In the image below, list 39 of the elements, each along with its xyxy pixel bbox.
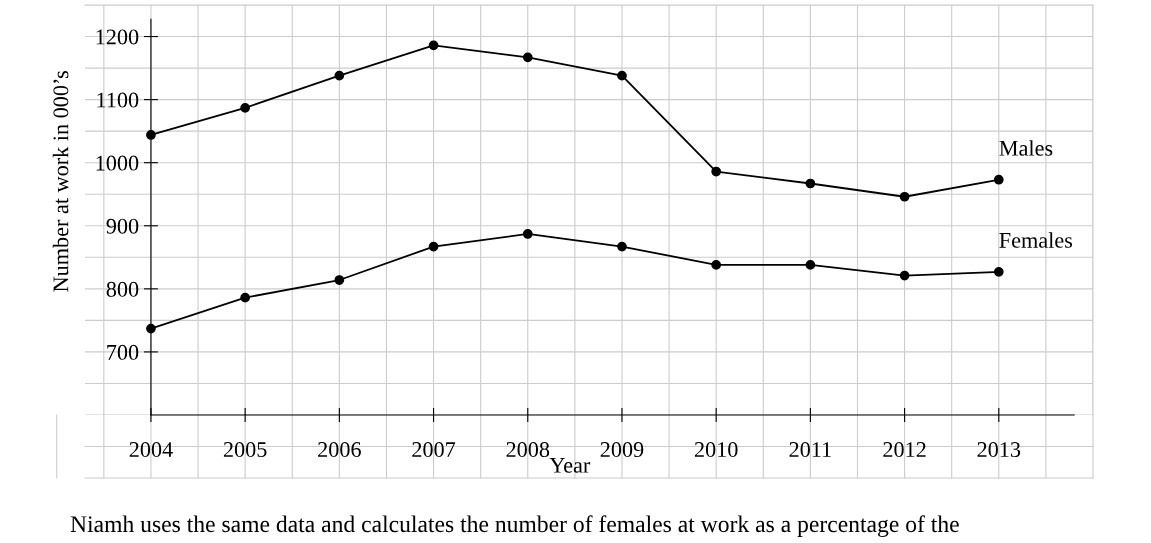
point [711,260,722,270]
point [334,70,345,81]
point [522,52,533,63]
x-tick-label: 2010 [694,442,738,458]
series-label: Females [999,232,1073,248]
point [805,260,816,270]
x-tick-label: 2012 [883,442,926,458]
y-tick-label: 700 [107,344,139,360]
x-tick-label: 2006 [318,442,361,458]
x-tick-label: 2007 [412,442,456,458]
point [899,191,910,202]
x-tick-label: 2011 [789,442,831,458]
point [993,174,1004,185]
point [522,229,533,239]
y-tick-label: 800 [106,281,139,297]
x-tick-label: 2013 [977,442,1021,458]
x-axis-title: Year [549,458,591,473]
x-tick-label: 2004 [129,442,173,458]
point [617,70,627,81]
y-tick-label: 1100 [97,92,139,108]
series-label: Males [999,140,1053,156]
y-tick-label: 900 [106,218,139,234]
point [617,241,627,252]
x-tick-label: 2009 [600,442,644,458]
point [428,40,439,51]
point [240,292,251,303]
y-tick-label: 1000 [96,155,139,171]
point [240,102,251,113]
point [711,166,722,177]
x-tick-label: 2008 [506,442,550,458]
point [334,275,345,285]
point [428,241,439,252]
y-tick-label: 1200 [96,29,139,45]
point [993,266,1004,277]
point [805,178,816,189]
point [899,270,910,281]
x-tick-label: 2005 [223,442,267,458]
text: Niamh uses the same data and calculates the number of females at work as a percentage of the [70,515,959,537]
y-axis-title: Number at work in 000’s [52,71,69,292]
